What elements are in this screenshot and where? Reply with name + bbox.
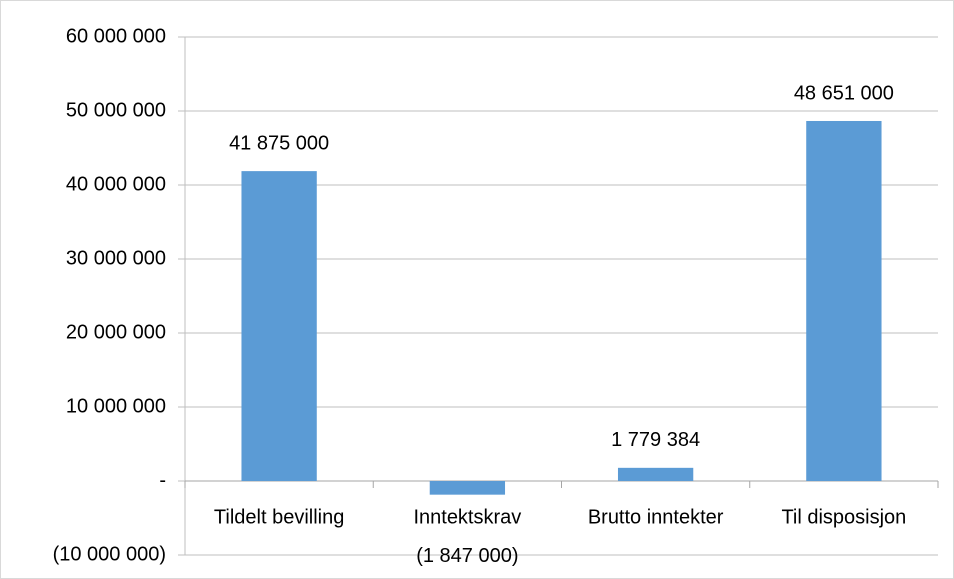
y-tick-label: 20 000 000 [66,321,166,343]
bar [806,120,882,481]
bar [429,481,506,495]
y-tick-label: 30 000 000 [66,247,166,269]
data-label: 41 875 000 [229,132,329,154]
y-tick-label: 10 000 000 [66,395,166,417]
x-tick-label: Brutto inntekter [588,506,724,528]
data-label: 48 651 000 [794,82,894,104]
y-tick-label: 40 000 000 [66,173,166,195]
x-tick-label: Til disposisjon [781,506,906,528]
data-label: 1 779 384 [611,429,700,451]
y-tick-label: - [159,469,166,491]
bar [241,171,317,481]
data-label: (1 847 000) [416,545,518,567]
y-tick-label: 60 000 000 [66,25,166,47]
x-tick-label: Tildelt bevilling [214,506,344,528]
x-tick-label: Inntektskrav [413,506,521,528]
y-tick-label: 50 000 000 [66,99,166,121]
y-tick-label: (10 000 000) [53,543,166,565]
bar [617,467,694,481]
